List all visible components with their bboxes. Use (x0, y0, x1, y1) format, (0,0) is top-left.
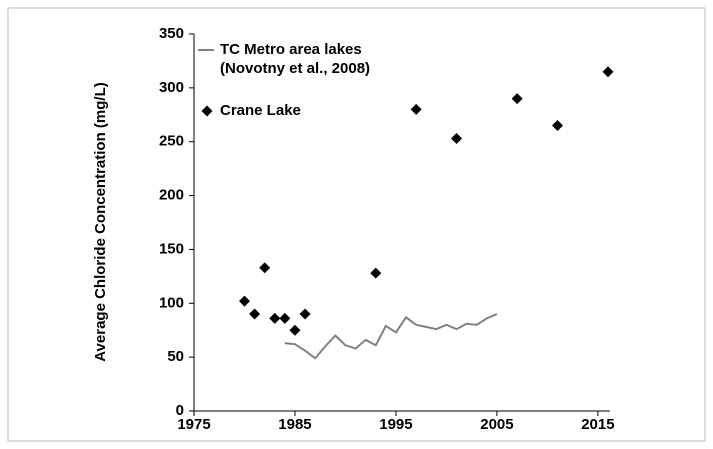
y-tick-label: 250 (159, 133, 184, 150)
x-tick-label: 1995 (379, 416, 412, 433)
x-tick-label: 1985 (278, 416, 311, 433)
y-tick-label: 0 (176, 402, 184, 419)
legend-marker-swatch (201, 105, 213, 117)
y-tick-label: 100 (159, 294, 184, 311)
marker (552, 120, 564, 132)
marker (289, 324, 301, 336)
marker (269, 312, 281, 324)
marker (370, 267, 382, 279)
marker (238, 295, 250, 307)
frame (7, 7, 706, 442)
marker (279, 312, 291, 324)
marker (299, 308, 311, 320)
y-axis-label: Average Chloride Concentration (mg/L) (92, 82, 109, 361)
y-tick-label: 50 (167, 348, 184, 365)
marker (410, 103, 422, 115)
x-tick-label: 1975 (177, 416, 210, 433)
legend-label: TC Metro area lakes (Novotny et al., 200… (220, 41, 371, 77)
marker (451, 132, 463, 144)
y-tick-label: 350 (159, 25, 184, 42)
marker (259, 262, 271, 274)
y-tick-label: 200 (159, 187, 184, 204)
line (284, 313, 498, 360)
marker (602, 66, 614, 78)
marker (511, 93, 523, 105)
y-tick-label: 150 (159, 240, 184, 257)
y-tick-label: 300 (159, 79, 184, 96)
x-tick-label: 2005 (480, 416, 513, 433)
legend-label: Crane Lake (220, 102, 301, 119)
marker (249, 308, 261, 320)
x-tick-label: 2015 (581, 416, 614, 433)
